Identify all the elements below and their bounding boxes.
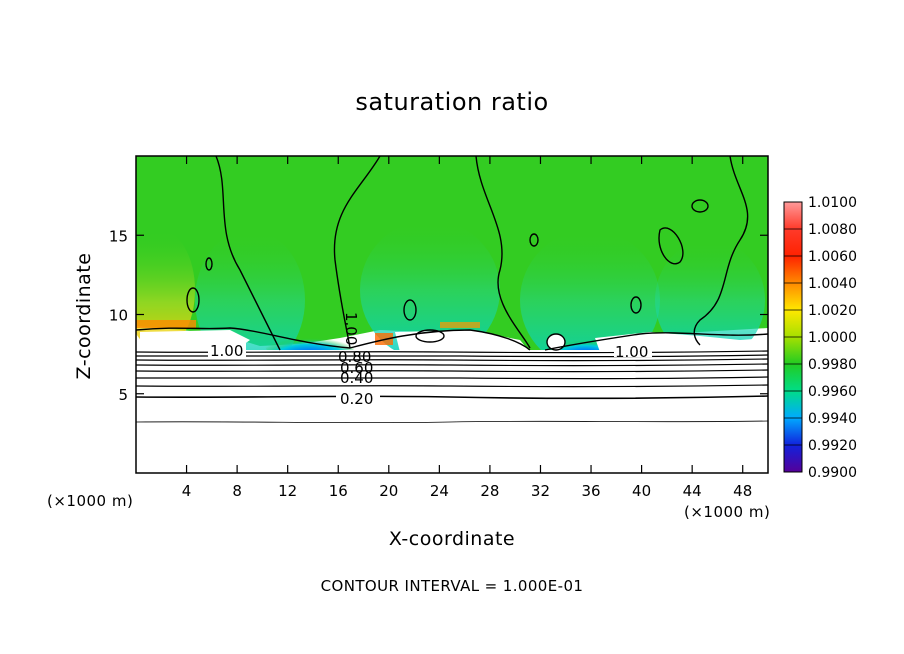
colorbar-label: 0.9960 (808, 384, 857, 400)
colorbar-label: 1.0000 (808, 330, 857, 346)
x-unit-left: (×1000 m) (47, 492, 134, 510)
x-unit-right: (×1000 m) (684, 503, 771, 521)
x-tick-label: 4 (182, 482, 192, 500)
x-tick-label: 12 (278, 482, 297, 500)
x-tick-label: 28 (480, 482, 499, 500)
contour-label: 1.00 (342, 312, 360, 345)
colorbar-label: 0.9940 (808, 411, 857, 427)
x-tick-label: 16 (329, 482, 348, 500)
contour-label-group: 1.00 1.00 1.00 0.80 0.60 0.40 0.20 (208, 312, 652, 408)
colorbar-label: 0.9980 (808, 357, 857, 373)
x-tick-label: 20 (379, 482, 398, 500)
x-tick-label: 32 (531, 482, 550, 500)
x-axis-label: X-coordinate (388, 528, 516, 550)
x-tick-label: 24 (430, 482, 449, 500)
y-tick-label: 5 (118, 386, 128, 404)
colorbar-label: 1.0100 (808, 195, 857, 211)
y-tick-label: 10 (109, 307, 128, 325)
contour-label: 1.00 (615, 343, 648, 361)
x-tick-label: 36 (581, 482, 600, 500)
colorbar-label: 1.0040 (808, 276, 857, 292)
contour-label: 0.60 (340, 359, 373, 377)
x-tick-label: 8 (232, 482, 242, 500)
contour-label: 0.20 (340, 390, 373, 408)
chart-title: saturation ratio (355, 88, 549, 116)
colorbar-label: 1.0060 (808, 249, 857, 265)
x-axis: 4 8 12 16 20 24 28 32 36 40 44 48 (182, 156, 752, 500)
colorbar-label: 0.9900 (808, 465, 857, 481)
x-tick-label: 44 (683, 482, 702, 500)
contour-label: 1.00 (210, 342, 243, 360)
contour-interval-note: CONTOUR INTERVAL = 1.000E-01 (320, 577, 584, 595)
contour-label: 0.40 (340, 369, 373, 387)
y-axis: 5 10 15 (109, 227, 768, 404)
x-tick-label: 40 (632, 482, 651, 500)
colorbar-label: 1.0080 (808, 222, 857, 238)
contour-label: 0.80 (338, 348, 371, 366)
y-tick-label: 15 (109, 227, 128, 245)
colorbar: 1.0100 1.0080 1.0060 1.0040 1.0020 1.0000 0.99… (783, 195, 857, 481)
heatmap-field (136, 156, 768, 473)
x-tick-label: 48 (733, 482, 752, 500)
colorbar-label: 0.9920 (808, 438, 857, 454)
saturation-contours (136, 156, 768, 351)
colorbar-label: 1.0020 (808, 303, 857, 319)
